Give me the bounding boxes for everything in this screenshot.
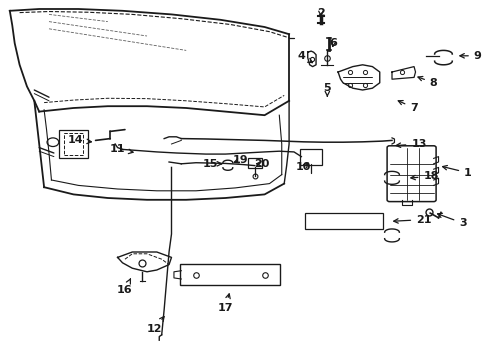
Text: 11: 11 <box>110 144 133 154</box>
Text: 15: 15 <box>203 159 222 169</box>
Text: 2: 2 <box>317 8 325 18</box>
Bar <box>59 130 88 158</box>
Text: 13: 13 <box>396 139 427 149</box>
Text: 8: 8 <box>418 76 438 88</box>
Bar <box>64 133 83 155</box>
Text: 6: 6 <box>329 38 337 48</box>
Polygon shape <box>118 252 172 272</box>
Text: 14: 14 <box>68 135 92 145</box>
Text: 17: 17 <box>218 294 233 313</box>
Text: 5: 5 <box>323 83 331 96</box>
Text: 19: 19 <box>232 155 248 165</box>
Text: 20: 20 <box>254 159 270 169</box>
Text: 7: 7 <box>398 100 418 113</box>
Text: 16: 16 <box>117 279 133 295</box>
Text: 21: 21 <box>394 215 432 225</box>
Text: 1: 1 <box>442 166 472 178</box>
Text: 4: 4 <box>297 51 313 63</box>
Text: 9: 9 <box>460 51 482 61</box>
Text: 12: 12 <box>147 316 164 334</box>
Text: 10: 10 <box>296 162 312 172</box>
Text: 18: 18 <box>411 171 439 181</box>
Text: 3: 3 <box>438 213 467 228</box>
